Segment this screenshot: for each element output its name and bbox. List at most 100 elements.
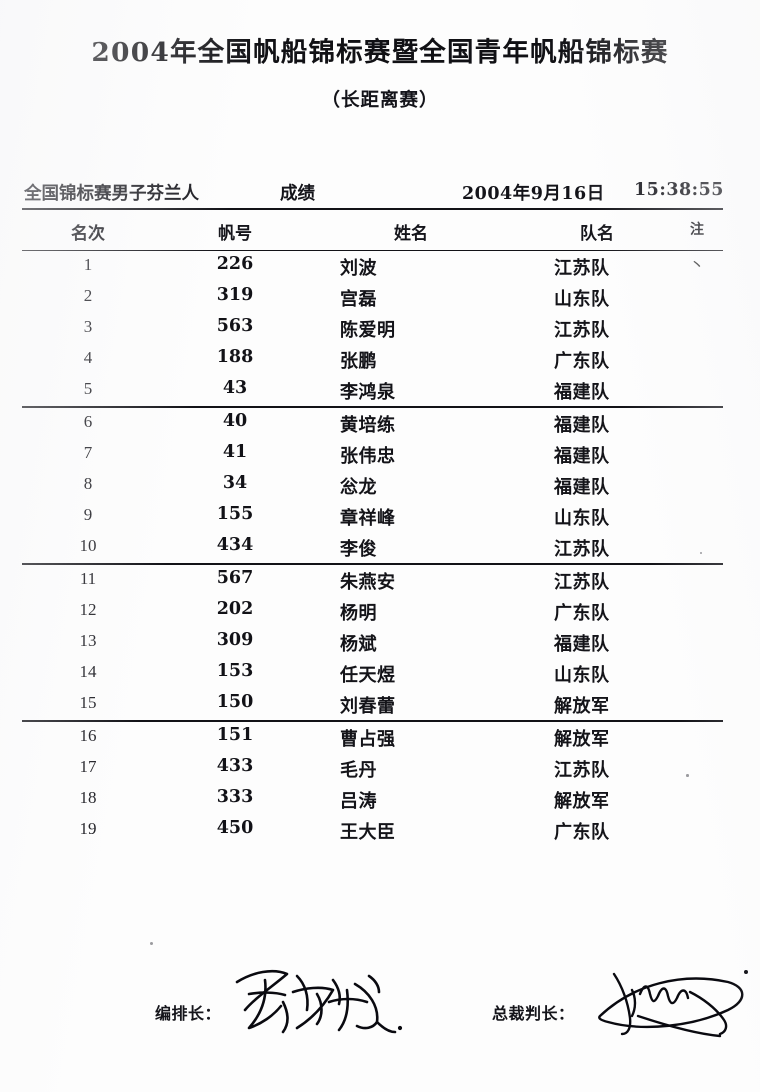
- cell-sail-number: 41: [222, 442, 248, 462]
- cell-sail-number: 226: [216, 254, 254, 274]
- table-row: 17 433 毛丹 江苏队: [22, 753, 723, 784]
- cell-rank: 18: [79, 788, 97, 807]
- cell-sail-number: 450: [216, 818, 254, 838]
- cell-athlete-name: 黄培练: [340, 415, 396, 436]
- cell-team-name: 福建队: [554, 415, 610, 436]
- cell-rank: 15: [79, 693, 97, 712]
- cell-athlete-name: 刘春蕾: [340, 696, 396, 717]
- cell-athlete-name: 杨明: [340, 603, 377, 624]
- table-header-row: 名次 帆号 姓名 队名 注: [22, 210, 723, 250]
- cell-rank: 16: [79, 726, 97, 745]
- cell-sail-number: 34: [222, 473, 248, 493]
- table-row: 2 319 宫磊 山东队: [22, 282, 723, 313]
- scan-speck: [700, 552, 702, 554]
- cell-team-name: 解放军: [554, 729, 610, 750]
- column-header-name: 姓名: [394, 224, 428, 244]
- cell-rank: 1: [83, 255, 93, 274]
- table-row: 12 202 杨明 广东队: [22, 596, 723, 627]
- cell-sail-number: 567: [216, 568, 254, 588]
- chief-judge-signature-ink: [578, 960, 758, 1047]
- scheduler-label: 编排长：: [155, 1004, 222, 1023]
- cell-team-name: 广东队: [554, 603, 610, 624]
- cell-team-name: 山东队: [554, 289, 610, 310]
- cell-team-name: 解放军: [554, 791, 610, 812]
- cell-team-name: 解放军: [554, 696, 610, 717]
- cell-athlete-name: 章祥峰: [340, 508, 396, 529]
- cell-rank: 9: [83, 505, 93, 524]
- table-row: 4 188 张鹏 广东队: [22, 344, 723, 375]
- cell-sail-number: 433: [216, 756, 254, 776]
- cell-athlete-name: 陈爱明: [340, 320, 396, 341]
- table-row: 6 40 黄培练 福建队: [22, 408, 723, 439]
- cell-sail-number: 150: [216, 692, 254, 712]
- table-row: 10 434 李俊 江苏队: [22, 532, 723, 563]
- cell-rank: 11: [79, 569, 97, 588]
- chief-judge-label: 总裁判长：: [492, 1004, 575, 1023]
- cell-athlete-name: 毛丹: [340, 760, 377, 781]
- table-row: 5 43 李鸿泉 福建队: [22, 375, 723, 406]
- table-row: 11 567 朱燕安 江苏队: [22, 565, 723, 596]
- cell-sail-number: 319: [216, 285, 254, 305]
- cell-sail-number: 309: [216, 630, 254, 650]
- cell-team-name: 山东队: [554, 508, 610, 529]
- cell-athlete-name: 李俊: [340, 539, 377, 560]
- meta-date: 2004年9月16日: [462, 184, 605, 204]
- chief-judge-signature-block: 总裁判长：: [492, 970, 748, 1038]
- cell-rank: 2: [83, 286, 93, 305]
- cell-team-name: 福建队: [554, 446, 610, 467]
- cell-sail-number: 151: [216, 725, 254, 745]
- cell-team-name: 江苏队: [554, 539, 610, 560]
- cell-athlete-name: 任天煜: [340, 665, 396, 686]
- table-row: 13 309 杨斌 福建队: [22, 627, 723, 658]
- results-sheet: 全国锦标赛男子芬兰人 成绩 2004年9月16日 15:38:55 名次 帆号 …: [22, 180, 723, 846]
- column-header-note: 注: [690, 222, 704, 238]
- results-row-list: 1 226 刘波 江苏队丶 2 319 宫磊 山东队 3 563 陈爱明 江苏队 4 188 张鹏 广东队 5 4…: [22, 251, 723, 846]
- cell-rank: 10: [79, 536, 97, 555]
- cell-team-name: 广东队: [554, 351, 610, 372]
- signature-footer: 编排长：: [0, 969, 760, 1080]
- cell-sail-number: 333: [216, 787, 254, 807]
- cell-athlete-name: 张伟忠: [340, 446, 396, 467]
- scan-speck: [686, 774, 689, 777]
- column-header-team: 队名: [580, 224, 614, 244]
- cell-rank: 13: [79, 631, 97, 650]
- cell-athlete-name: 曹占强: [340, 729, 396, 750]
- cell-team-name: 福建队: [554, 477, 610, 498]
- scheduler-signature-ink: [227, 962, 407, 1045]
- cell-rank: 6: [83, 412, 93, 431]
- table-row: 7 41 张伟忠 福建队: [22, 439, 723, 470]
- cell-rank: 4: [83, 348, 93, 367]
- cell-athlete-name: 宫磊: [340, 289, 377, 310]
- meta-event-name: 全国锦标赛男子芬兰人: [24, 184, 199, 204]
- cell-rank: 19: [79, 819, 97, 838]
- cell-team-name: 江苏队: [554, 572, 610, 593]
- cell-rank: 14: [79, 662, 97, 681]
- table-row: 19 450 王大臣 广东队: [22, 815, 723, 846]
- cell-team-name: 广东队: [554, 822, 610, 843]
- cell-rank: 3: [83, 317, 93, 336]
- table-row: 3 563 陈爱明 江苏队: [22, 313, 723, 344]
- cell-rank: 8: [83, 474, 93, 493]
- cell-team-name: 福建队: [554, 634, 610, 655]
- column-header-rank: 名次: [71, 224, 105, 244]
- cell-team-name: 江苏队: [554, 320, 610, 341]
- cell-rank: 12: [79, 600, 97, 619]
- cell-team-name: 江苏队: [554, 258, 610, 279]
- cell-athlete-name: 朱燕安: [340, 572, 396, 593]
- table-row: 15 150 刘春蕾 解放军: [22, 689, 723, 720]
- page-title: 2004年全国帆船锦标赛暨全国青年帆船锦标赛: [91, 37, 669, 68]
- sheet-meta: 全国锦标赛男子芬兰人 成绩 2004年9月16日 15:38:55: [22, 180, 723, 208]
- table-row: 1 226 刘波 江苏队 丶: [22, 251, 723, 282]
- cell-rank: 5: [83, 379, 93, 398]
- cell-sail-number: 155: [216, 504, 254, 524]
- cell-athlete-name: 吕涛: [340, 791, 377, 812]
- table-row: 18 333 吕涛 解放军: [22, 784, 723, 815]
- cell-team-name: 江苏队: [554, 760, 610, 781]
- table-row: 14 153 任天煜 山东队: [22, 658, 723, 689]
- cell-athlete-name: 刘波: [340, 258, 377, 279]
- cell-note: 丶: [689, 258, 705, 274]
- cell-sail-number: 434: [216, 535, 254, 555]
- meta-time: 15:38:55: [634, 180, 724, 200]
- table-row: 8 34 忩龙 福建队: [22, 470, 723, 501]
